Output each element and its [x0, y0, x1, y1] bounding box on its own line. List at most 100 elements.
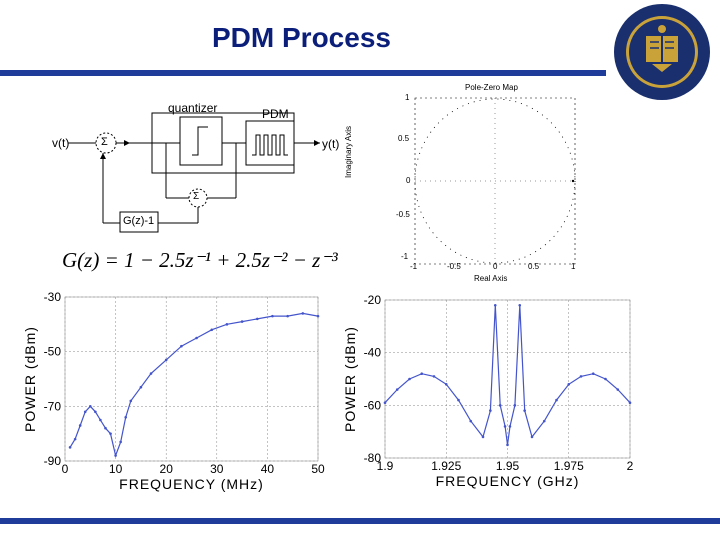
rf-data-point-15 — [513, 404, 517, 407]
baseband-data-point-21 — [255, 317, 259, 321]
baseband-data-point-22 — [271, 314, 274, 318]
rf-series-line-0 — [384, 305, 631, 445]
baseband-data-point-2 — [78, 424, 82, 427]
baseband-data-point-1 — [73, 437, 77, 441]
baseband-data-point-16 — [180, 344, 183, 348]
rf-data-point-8 — [481, 435, 485, 439]
baseband-data-point-8 — [109, 432, 112, 435]
rf-data-point-18 — [530, 435, 534, 439]
pz-xtick-1: -1 — [410, 262, 418, 271]
baseband-y-tick-label-2: -70 — [44, 399, 62, 413]
input-signal-label: v(t) — [52, 136, 70, 150]
baseband-data-point-17 — [195, 336, 198, 340]
baseband-x-tick-label-0: 0 — [62, 462, 69, 476]
pole-zero-ylabel: Imaginary Axis — [344, 125, 353, 178]
rf-data-point-25 — [616, 388, 620, 391]
rf-spectrum-chart: 1.9 1.925 1.95 1.975 2 -20 -40 -60 -80 FREQUENCY … — [345, 293, 634, 489]
rf-data-point-16 — [518, 303, 522, 307]
baseband-data-point-25 — [316, 314, 320, 318]
baseband-data-point-19 — [225, 323, 229, 326]
rf-x-tick-label-1: 1.925 — [431, 459, 461, 473]
baseband-data-point-5 — [94, 410, 97, 414]
rf-data-point-20 — [555, 398, 558, 402]
rf-y-axis-label: POWER (dBm) — [345, 326, 358, 432]
rf-data-point-9 — [489, 409, 492, 412]
baseband-data-point-18 — [210, 328, 214, 332]
rf-x-tick-label-0: 1.9 — [377, 459, 394, 473]
feedback-block-label: G(z)-1 — [123, 215, 155, 227]
baseband-data-point-14 — [149, 372, 153, 375]
rf-data-point-24 — [604, 377, 607, 381]
transfer-function-equation: G(z) = 1 − 2.5z⁻¹ + 2.5z⁻² − z⁻³ — [62, 248, 338, 272]
rf-data-point-4 — [432, 375, 436, 378]
baseband-plot-frame — [64, 296, 319, 462]
baseband-data-point-10 — [119, 440, 122, 444]
baseband-x-tick-label-5: 50 — [311, 462, 325, 476]
baseband-data-point-24 — [301, 312, 305, 315]
baseband-x-tick-label-2: 20 — [160, 462, 174, 476]
baseband-data-point-4 — [89, 405, 92, 408]
quantizer-label: quantizer — [168, 101, 218, 115]
baseband-x-axis-label: FREQUENCY (MHz) — [119, 476, 264, 492]
baseband-data-point-3 — [83, 410, 87, 414]
baseband-y-tick-label-0: -30 — [44, 290, 62, 304]
rf-data-point-2 — [408, 377, 411, 381]
pdm-label: PDM — [262, 107, 289, 121]
rf-x-axis-label: FREQUENCY (GHz) — [436, 473, 580, 489]
pz-ytick-3: 0 — [406, 176, 411, 185]
baseband-data-point-13 — [139, 385, 143, 389]
rf-x-tick-label-4: 2 — [627, 459, 634, 473]
slide-title: PDM Process — [212, 22, 391, 53]
rf-data-point-10 — [493, 303, 497, 307]
baseband-data-point-6 — [99, 418, 102, 422]
rf-x-tick-label-2: 1.95 — [496, 459, 520, 473]
pz-xtick-2: -0.5 — [447, 262, 461, 271]
baseband-data-point-7 — [104, 426, 107, 430]
baseband-data-point-12 — [129, 399, 133, 403]
baseband-x-tick-label-1: 10 — [109, 462, 123, 476]
rf-data-point-12 — [503, 425, 507, 428]
baseband-x-tick-label-4: 40 — [261, 462, 275, 476]
rf-data-point-0 — [383, 401, 387, 404]
rf-data-point-19 — [542, 419, 546, 423]
baseband-y-tick-label-1: -50 — [44, 345, 62, 359]
pz-xtick-3: 0 — [493, 262, 498, 271]
rf-data-point-26 — [628, 401, 632, 404]
rf-plot-frame — [384, 299, 631, 459]
baseband-y-tick-label-3: -90 — [44, 454, 62, 468]
pole-zero-title: Pole-Zero Map — [465, 83, 518, 92]
baseband-data-point-11 — [124, 415, 128, 419]
summer-symbol-feedback: Σ — [193, 191, 200, 202]
pole-zero-xlabel: Real Axis — [474, 274, 508, 283]
rf-data-point-14 — [508, 425, 512, 428]
rf-data-point-7 — [469, 419, 473, 423]
rf-data-point-6 — [457, 398, 460, 402]
pole-zero-map — [414, 97, 576, 265]
rf-y-tick-label-3: -80 — [364, 451, 382, 465]
baseband-data-point-15 — [164, 358, 168, 362]
rf-data-point-5 — [444, 382, 448, 386]
pz-ytick-5: -1 — [401, 252, 409, 261]
pz-xtick-5: 1 — [571, 262, 576, 271]
rf-data-point-1 — [395, 388, 399, 391]
pz-xtick-4: 0.5 — [528, 262, 540, 271]
rf-data-point-22 — [579, 375, 583, 378]
rf-y-tick-label-0: -20 — [364, 293, 382, 307]
baseband-spectrum-chart: 0 10 20 30 40 50 -30 -50 -70 -90 FREQUENCY (MHz) PO… — [22, 290, 325, 492]
rf-y-tick-label-1: -40 — [364, 346, 382, 360]
rf-x-tick-label-3: 1.975 — [554, 459, 584, 473]
pz-ytick-4: -0.5 — [396, 210, 410, 219]
rf-data-point-3 — [420, 372, 424, 376]
university-seal-logo — [614, 4, 710, 100]
baseband-series-line-0 — [69, 312, 319, 458]
pz-ytick-1: 1 — [405, 93, 410, 102]
rf-data-point-13 — [506, 443, 509, 447]
pz-ytick-2: 0.5 — [398, 134, 410, 143]
rf-data-point-11 — [498, 404, 502, 407]
baseband-data-point-23 — [286, 314, 289, 318]
pdm-block-diagram — [68, 112, 320, 233]
rf-y-tick-label-2: -60 — [364, 398, 382, 412]
rf-data-point-17 — [523, 409, 526, 412]
rf-data-point-21 — [567, 382, 571, 386]
baseband-x-tick-label-3: 30 — [210, 462, 224, 476]
